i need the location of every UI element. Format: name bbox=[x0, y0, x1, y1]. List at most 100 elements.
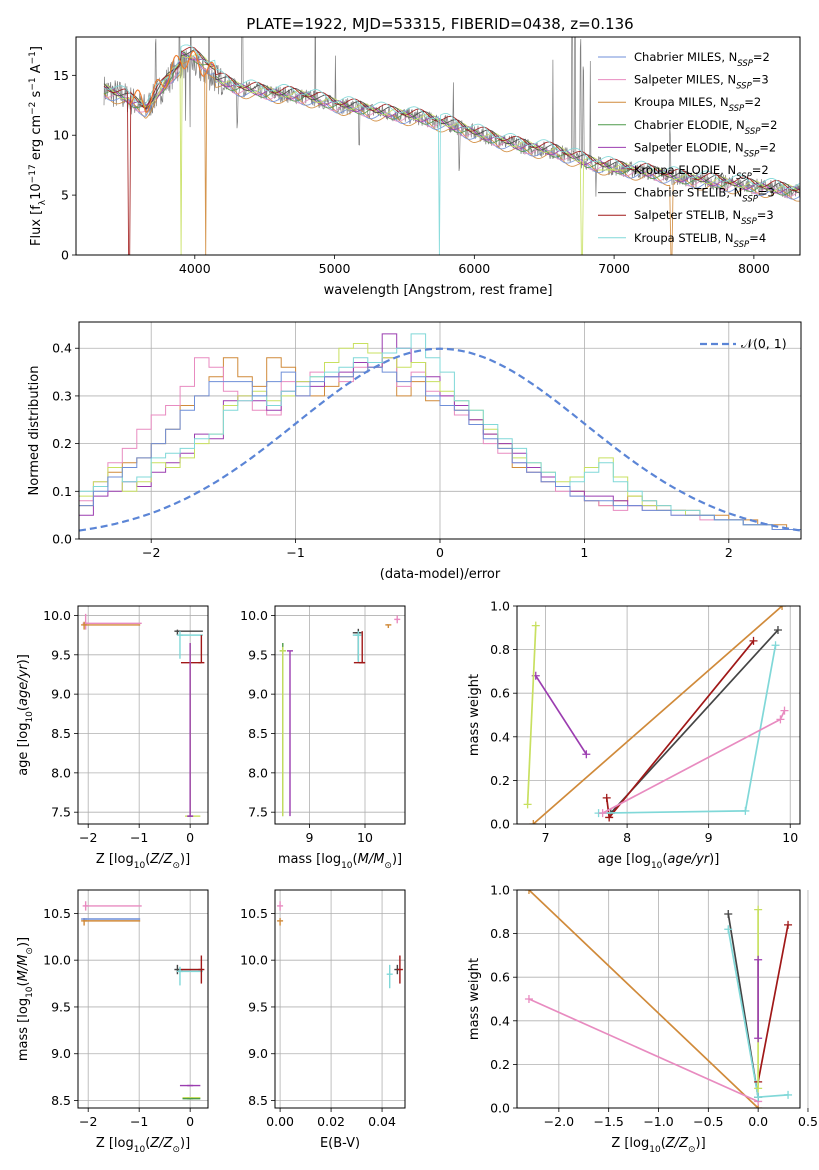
mass_vs_Z-xlabel-part-2: ( bbox=[145, 1136, 150, 1151]
weight_vs_age-xtick-label-3: 10 bbox=[782, 830, 798, 845]
spectrum-ylabel-part-0: Flux [f bbox=[29, 205, 44, 246]
weight_vs_age-ytick-label-5: 1.0 bbox=[490, 599, 510, 614]
spectrum-plot bbox=[103, 37, 800, 255]
residuals-xtick-label-0: −2 bbox=[142, 545, 160, 560]
mass_vs_Z-plot bbox=[81, 901, 205, 1100]
weight_vs_age-ytick-label-3: 0.6 bbox=[490, 686, 510, 701]
legend-name-3: Chabrier ELODIE bbox=[634, 118, 729, 132]
legend-label-2: Kroupa MILES, NSSP=2 bbox=[634, 95, 761, 114]
mass_vs_Z-xlabel-part-5: )] bbox=[180, 1136, 190, 1151]
legend-ssp-5: SSP bbox=[736, 172, 752, 182]
weight_vs_age-xlabel-part-4: )] bbox=[709, 852, 719, 867]
weight_vs_Z-xtick-label-0: −2.0 bbox=[544, 1114, 574, 1129]
legend-name-8: Kroupa STELIB bbox=[634, 231, 718, 245]
residuals-frame bbox=[78, 321, 802, 540]
age_vs_mass-ytick-label-4: 9.5 bbox=[248, 647, 268, 662]
spectrum-ylabel: Flux [fλ10−17 erg cm−2 s−1 A−1] bbox=[28, 46, 48, 246]
weight_vs_age-series-6 bbox=[526, 625, 537, 805]
age_vs_Z-ytick-label-4: 9.5 bbox=[51, 647, 71, 662]
legend-name-6: Chabrier STELIB bbox=[634, 186, 726, 200]
spectrum-ylabel-part-6: s bbox=[29, 90, 44, 101]
weight_vs_age-series-0-marker-1 bbox=[778, 606, 787, 610]
model-spectrum-chabrier-elodie bbox=[103, 50, 800, 196]
residuals-xtick-label-1: −1 bbox=[286, 545, 304, 560]
legend-n-1: , N bbox=[720, 73, 736, 87]
legend-eq-8: = bbox=[749, 231, 759, 245]
weight_vs_Z-ytick-label-5: 1.0 bbox=[490, 883, 510, 898]
weight_vs_Z-series-1 bbox=[528, 998, 759, 1103]
age_vs_Z-ylabel-part-3: age/yr bbox=[16, 663, 31, 706]
legend-label-0: Chabrier MILES, NSSP=2 bbox=[634, 50, 770, 69]
age_vs_Z-frame bbox=[77, 605, 209, 825]
weight_vs_Z-series-6-marker-0 bbox=[754, 1034, 763, 1043]
age_vs_Z-xtick-label-2: 0 bbox=[186, 830, 194, 845]
age_vs_Z-ytick-label-2: 8.5 bbox=[51, 726, 71, 741]
legend-label-6: Chabrier STELIB, NSSP=3 bbox=[634, 186, 775, 205]
legend-nssp-7: 3 bbox=[766, 208, 773, 222]
spectrum-axes: 4000 5000 6000 7000 8000 0 5 10 15 bbox=[53, 68, 770, 276]
weight_vs_Z-series-2-marker-0 bbox=[724, 909, 733, 918]
weight_vs_age-series-2-marker-2 bbox=[749, 636, 758, 645]
legend-ssp-1: SSP bbox=[736, 82, 752, 92]
weight_vs_age-xtick-label-0: 7 bbox=[542, 830, 550, 845]
legend-eq-1: = bbox=[752, 73, 762, 87]
mass_vs_Z-ylabel-part-3: M/M bbox=[16, 955, 31, 982]
mass_vs_ebv-ytick-label-3: 10.0 bbox=[240, 953, 268, 968]
weight_vs_Z-series-0 bbox=[528, 890, 759, 1108]
legend-nssp-2: 2 bbox=[754, 95, 761, 109]
mass_vs_ebv-xlabel: E(B-V) bbox=[320, 1136, 360, 1151]
weight_vs_age-ytick-label-1: 0.2 bbox=[490, 773, 510, 788]
weight_vs_Z-xlabel-part-0: Z [log bbox=[611, 1136, 649, 1151]
weight_vs_Z-series-1-marker-0 bbox=[524, 995, 533, 1003]
spectrum-xtick-label-1: 5000 bbox=[319, 261, 351, 276]
age_vs_mass-xtick-label-0: 9 bbox=[305, 830, 313, 845]
mass_vs_ebv-plot bbox=[277, 901, 403, 989]
normal-legend-label: 𝒩(0, 1) bbox=[741, 336, 787, 351]
residuals-xtick-label-3: 1 bbox=[580, 545, 588, 560]
age_vs_mass-xlabel-part-1: 10 bbox=[341, 861, 353, 871]
legend-name-1: Salpeter MILES bbox=[634, 73, 720, 87]
age_vs_mass-ytick-label-3: 9.0 bbox=[248, 687, 268, 702]
age_vs_Z-ylabel-part-4: )] bbox=[16, 654, 31, 664]
legend-n-0: , N bbox=[721, 50, 737, 64]
legend-eq-7: = bbox=[757, 208, 767, 222]
weight_vs_Z-ylabel: mass weight bbox=[467, 958, 482, 1040]
weight_vs_age-series-3-marker-1 bbox=[741, 806, 750, 815]
age_vs_mass-xlabel-part-3: M/M bbox=[358, 852, 385, 867]
legend-nssp-1: 3 bbox=[761, 73, 768, 87]
weight_vs_age-series-2-marker-0 bbox=[602, 793, 611, 802]
residuals-ytick-label-3: 0.3 bbox=[52, 388, 72, 403]
spectrum-xtick-label-3: 7000 bbox=[598, 261, 630, 276]
mass_vs_ebv-frame bbox=[274, 889, 406, 1109]
age_vs_mass-ytick-label-1: 8.0 bbox=[248, 765, 268, 780]
weight_vs_Z-ytick-label-1: 0.2 bbox=[490, 1057, 510, 1072]
legend-ssp-6: SSP bbox=[742, 195, 758, 205]
legend-eq-3: = bbox=[760, 118, 770, 132]
age_vs_Z-plot bbox=[81, 613, 205, 817]
weight_vs_age-series-4-marker-1 bbox=[776, 715, 785, 724]
legend-label-8: Kroupa STELIB, NSSP=4 bbox=[634, 231, 766, 250]
mass_vs_ebv-axes: 0.00 0.02 0.04 8.5 9.0 9.5 10.0 10.5 bbox=[240, 890, 405, 1129]
legend-n-2: , N bbox=[713, 95, 729, 109]
spectrum-ylabel-part-10: ] bbox=[29, 46, 44, 51]
weight_vs_Z-axes: −2.0 −1.5 −1.0 −0.5 0.0 0.5 0.0 0.2 0.4 0.6 0.8 1.0 bbox=[490, 883, 818, 1130]
mass_vs_Z-ytick-label-2: 9.5 bbox=[51, 999, 71, 1014]
age_vs_mass-ytick-label-0: 7.5 bbox=[248, 805, 268, 820]
legend-nssp-3: 2 bbox=[770, 118, 777, 132]
spectrum-ylabel-part-4: erg cm bbox=[29, 115, 44, 164]
mass_vs_Z-xlabel-part-4: ⊙ bbox=[172, 1145, 180, 1155]
weight_vs_age-xtick-label-1: 8 bbox=[623, 830, 631, 845]
residuals-plot bbox=[79, 333, 801, 539]
residuals-ytick-label-1: 0.1 bbox=[52, 484, 72, 499]
mass_vs_Z-ytick-label-1: 9.0 bbox=[51, 1046, 71, 1061]
age_vs_Z-xlabel-part-0: Z [log bbox=[96, 852, 134, 867]
age_vs_Z-ylabel-part-1: 10 bbox=[25, 711, 35, 723]
mass_vs_Z-ylabel-part-5: )] bbox=[16, 937, 31, 947]
mass_vs_ebv-xtick-label-2: 0.04 bbox=[368, 1114, 396, 1129]
age_vs_Z-xlabel-part-2: ( bbox=[145, 852, 150, 867]
weight_vs_age-xlabel-part-0: age [log bbox=[598, 852, 651, 867]
legend-label-4: Salpeter ELODIE, NSSP=2 bbox=[634, 140, 776, 159]
weight_vs_age-plot bbox=[523, 606, 789, 824]
model-overlay-blue-end bbox=[129, 50, 217, 113]
